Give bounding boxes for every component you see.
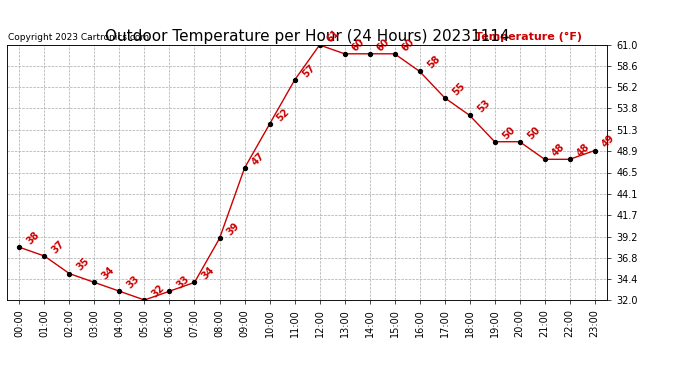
Text: 52: 52	[275, 107, 292, 123]
Point	[114, 288, 125, 294]
Point	[464, 112, 475, 118]
Text: 34: 34	[200, 265, 217, 282]
Text: 33: 33	[125, 274, 141, 290]
Point	[414, 68, 425, 74]
Point	[489, 139, 500, 145]
Point	[239, 165, 250, 171]
Point	[314, 42, 325, 48]
Point	[14, 244, 25, 250]
Point	[339, 51, 350, 57]
Text: Temperature (°F): Temperature (°F)	[475, 32, 582, 42]
Text: 37: 37	[50, 238, 67, 255]
Text: 60: 60	[375, 36, 392, 53]
Text: 35: 35	[75, 256, 92, 273]
Title: Outdoor Temperature per Hour (24 Hours) 20231114: Outdoor Temperature per Hour (24 Hours) …	[105, 29, 509, 44]
Text: 32: 32	[150, 283, 167, 299]
Text: 50: 50	[525, 124, 542, 141]
Text: 50: 50	[500, 124, 517, 141]
Text: 38: 38	[25, 230, 41, 246]
Text: 58: 58	[425, 54, 442, 70]
Text: 53: 53	[475, 98, 492, 115]
Point	[289, 77, 300, 83]
Text: 61: 61	[325, 28, 342, 44]
Text: 60: 60	[350, 36, 367, 53]
Point	[589, 147, 600, 153]
Point	[214, 236, 225, 242]
Point	[39, 253, 50, 259]
Point	[539, 156, 550, 162]
Point	[139, 297, 150, 303]
Text: 48: 48	[550, 142, 567, 159]
Text: 48: 48	[575, 142, 592, 159]
Point	[164, 288, 175, 294]
Text: 39: 39	[225, 221, 241, 238]
Point	[389, 51, 400, 57]
Text: Copyright 2023 Cartronics.com: Copyright 2023 Cartronics.com	[8, 33, 148, 42]
Text: 57: 57	[300, 63, 317, 80]
Point	[189, 279, 200, 285]
Text: 55: 55	[450, 80, 467, 97]
Text: 49: 49	[600, 133, 617, 150]
Text: 33: 33	[175, 274, 192, 290]
Point	[439, 95, 450, 101]
Point	[89, 279, 100, 285]
Point	[264, 121, 275, 127]
Text: 60: 60	[400, 36, 417, 53]
Point	[364, 51, 375, 57]
Text: 34: 34	[100, 265, 117, 282]
Point	[64, 271, 75, 277]
Point	[564, 156, 575, 162]
Text: 47: 47	[250, 151, 267, 167]
Point	[514, 139, 525, 145]
